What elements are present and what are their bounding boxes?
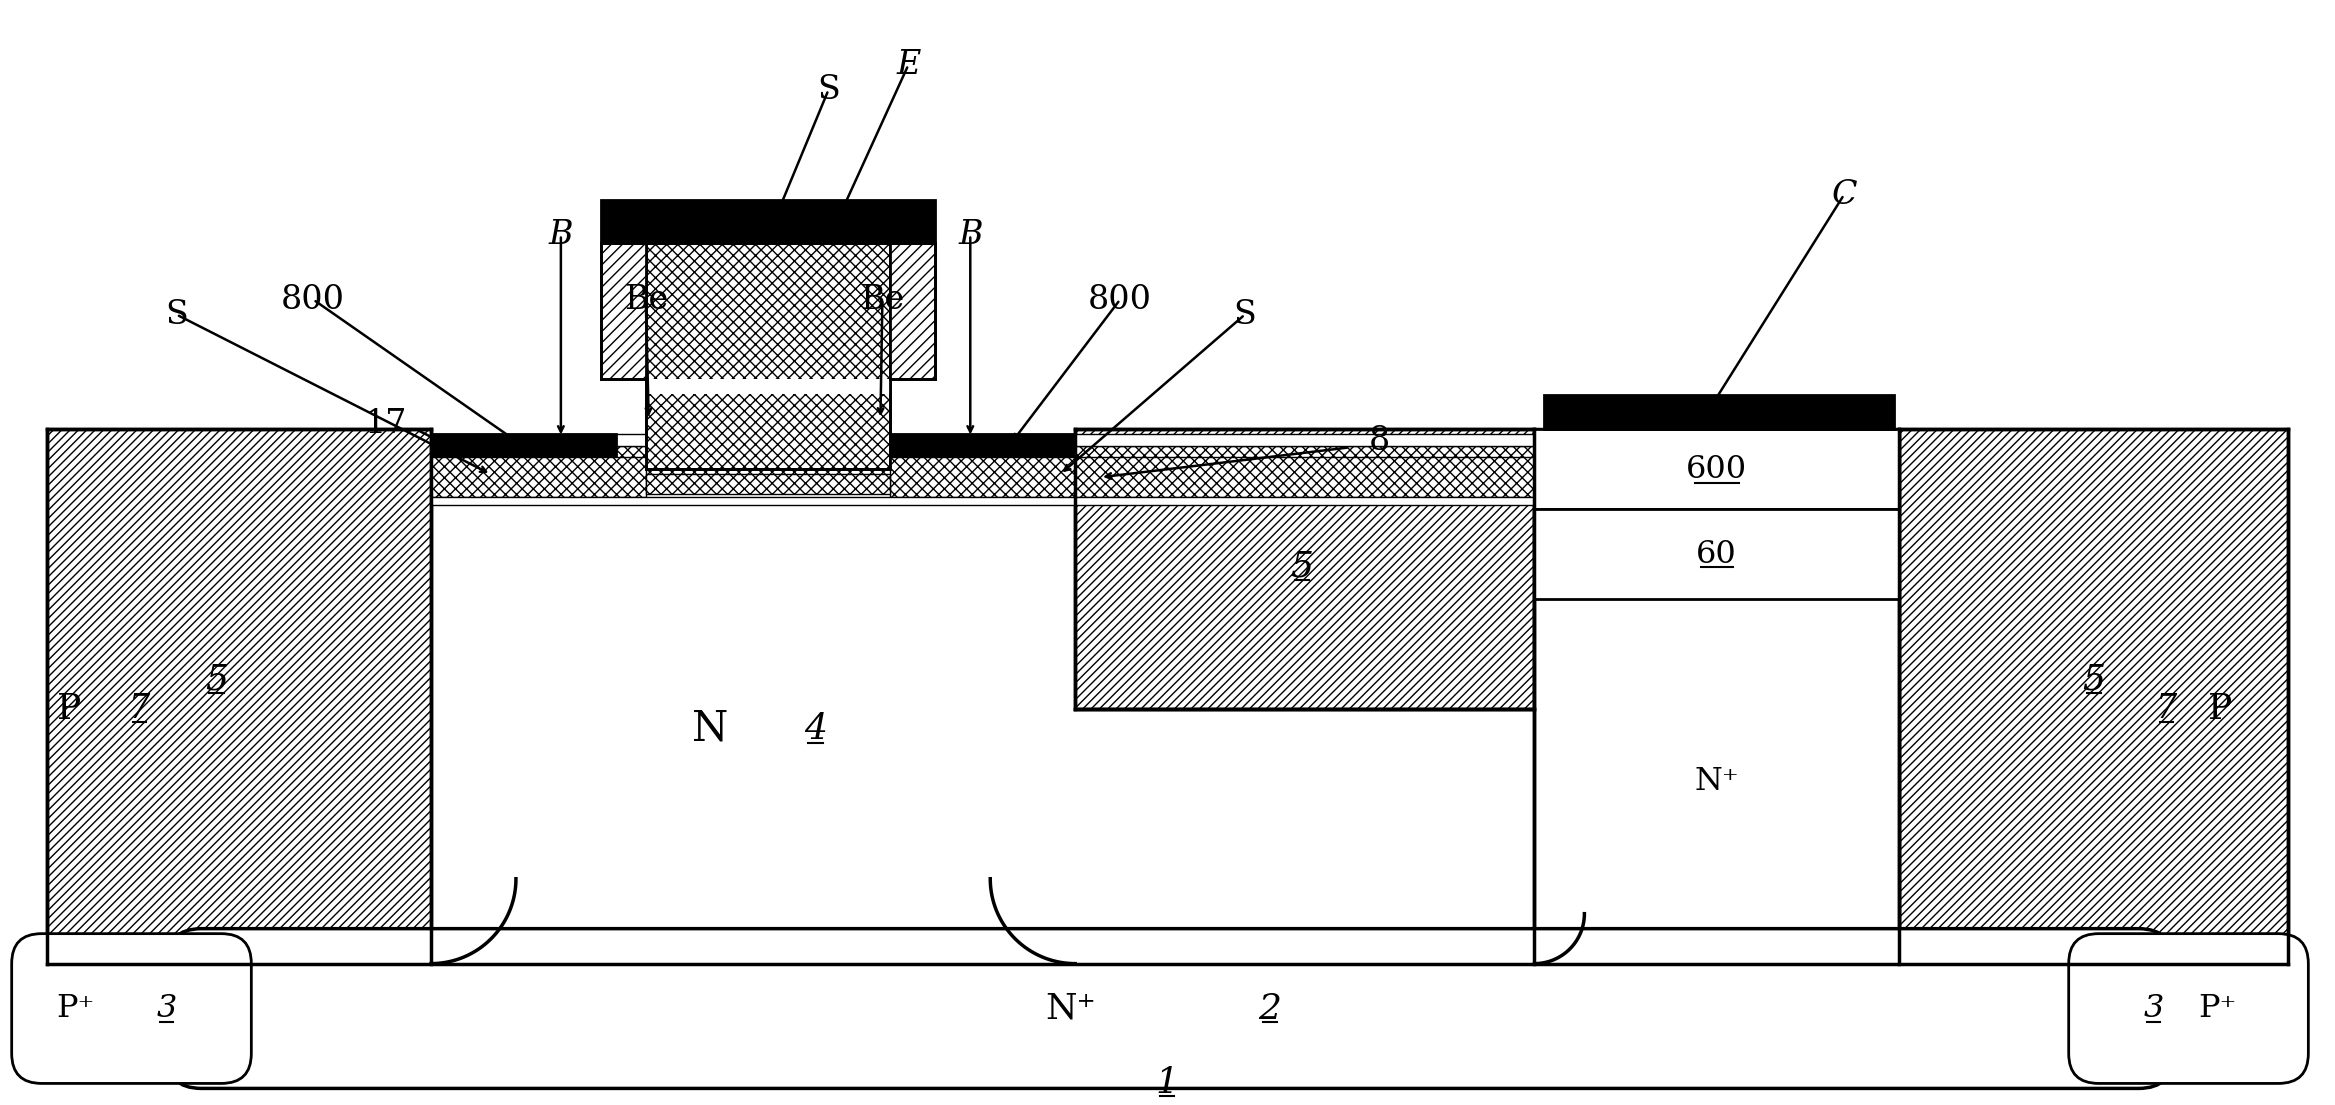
- FancyBboxPatch shape: [166, 928, 2174, 1088]
- Text: 800: 800: [280, 284, 346, 316]
- Text: 5: 5: [2083, 662, 2106, 696]
- Bar: [432, 434, 616, 457]
- Text: P: P: [56, 692, 82, 726]
- Text: B: B: [957, 219, 983, 251]
- Text: 17: 17: [364, 409, 406, 441]
- Bar: [647, 243, 890, 470]
- Text: 3: 3: [156, 993, 177, 1024]
- Bar: [432, 493, 1534, 504]
- Bar: [890, 434, 1074, 457]
- Bar: [1534, 509, 1898, 599]
- Text: P⁺: P⁺: [56, 993, 96, 1024]
- Text: 1: 1: [1156, 1066, 1179, 1101]
- Text: 60: 60: [1695, 539, 1737, 570]
- FancyBboxPatch shape: [2069, 934, 2309, 1083]
- Bar: [432, 457, 647, 497]
- Text: 600: 600: [1686, 454, 1747, 485]
- Text: 8: 8: [1368, 425, 1389, 457]
- Bar: [432, 434, 1534, 446]
- Text: N⁺: N⁺: [1695, 766, 1740, 797]
- Text: E: E: [897, 49, 920, 81]
- Bar: [47, 430, 432, 964]
- FancyBboxPatch shape: [12, 934, 252, 1083]
- Text: Be: Be: [859, 284, 904, 316]
- Text: S: S: [817, 74, 841, 106]
- Bar: [1534, 430, 1898, 964]
- Text: 5: 5: [205, 662, 229, 696]
- Bar: [600, 243, 647, 379]
- Text: B: B: [549, 219, 572, 251]
- Text: C: C: [1831, 179, 1856, 211]
- Text: P⁺: P⁺: [2200, 993, 2237, 1024]
- Text: N: N: [693, 708, 729, 750]
- Bar: [1543, 396, 1894, 430]
- Bar: [890, 457, 1534, 497]
- Bar: [432, 446, 1534, 493]
- Text: S: S: [1233, 298, 1256, 330]
- Bar: [600, 200, 936, 243]
- Text: 3: 3: [2144, 993, 2165, 1024]
- Bar: [647, 474, 890, 494]
- Text: 4: 4: [803, 712, 827, 746]
- Text: 2: 2: [1259, 991, 1282, 1025]
- Text: 800: 800: [1088, 284, 1151, 316]
- Text: 7: 7: [2155, 693, 2176, 725]
- Bar: [890, 243, 936, 379]
- Text: N⁺: N⁺: [1044, 991, 1095, 1025]
- Text: 5: 5: [1291, 549, 1312, 583]
- Bar: [1898, 430, 2288, 964]
- Text: S: S: [166, 298, 187, 330]
- Bar: [47, 430, 2288, 964]
- Text: Be: Be: [623, 284, 668, 316]
- Bar: [432, 497, 1534, 505]
- Text: 7: 7: [128, 693, 149, 725]
- Bar: [1074, 430, 1534, 709]
- Text: P: P: [2209, 692, 2232, 726]
- Bar: [1534, 430, 1898, 509]
- Bar: [647, 379, 890, 394]
